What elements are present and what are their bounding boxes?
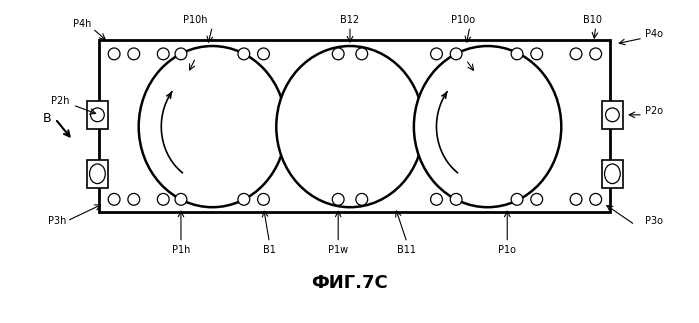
Text: P3o: P3o xyxy=(645,216,663,226)
Circle shape xyxy=(238,193,250,205)
Circle shape xyxy=(431,48,442,60)
Circle shape xyxy=(356,48,368,60)
Circle shape xyxy=(531,48,542,60)
Circle shape xyxy=(605,108,619,122)
Bar xyxy=(87,160,108,188)
Text: P1o: P1o xyxy=(498,245,517,255)
Circle shape xyxy=(570,193,582,205)
Circle shape xyxy=(356,193,368,205)
Text: P1h: P1h xyxy=(172,245,190,255)
Ellipse shape xyxy=(138,46,286,207)
Circle shape xyxy=(108,193,120,205)
Text: P2o: P2o xyxy=(645,106,663,116)
Text: B1: B1 xyxy=(263,245,276,255)
Text: P2h: P2h xyxy=(51,96,69,106)
Text: P1w: P1w xyxy=(328,245,348,255)
Ellipse shape xyxy=(89,164,106,183)
Text: P3h: P3h xyxy=(48,216,66,226)
Ellipse shape xyxy=(605,164,620,183)
Circle shape xyxy=(175,193,187,205)
Circle shape xyxy=(128,193,140,205)
Bar xyxy=(602,160,624,188)
Circle shape xyxy=(511,193,523,205)
Circle shape xyxy=(590,193,602,205)
Text: P10o: P10o xyxy=(451,16,475,26)
Text: B12: B12 xyxy=(340,16,359,26)
Text: P10h: P10h xyxy=(183,16,208,26)
Circle shape xyxy=(590,48,602,60)
Circle shape xyxy=(238,48,250,60)
Text: B11: B11 xyxy=(398,245,417,255)
Text: B: B xyxy=(43,112,52,125)
Text: B10: B10 xyxy=(583,16,603,26)
Circle shape xyxy=(332,48,344,60)
Ellipse shape xyxy=(276,46,424,207)
Circle shape xyxy=(258,48,269,60)
Text: ФИГ.7С: ФИГ.7С xyxy=(312,274,389,292)
Bar xyxy=(87,101,108,129)
Bar xyxy=(99,40,610,212)
Circle shape xyxy=(128,48,140,60)
Circle shape xyxy=(332,193,344,205)
Circle shape xyxy=(91,108,104,122)
Text: P4h: P4h xyxy=(73,19,92,29)
Bar xyxy=(602,101,624,129)
Circle shape xyxy=(531,193,542,205)
Circle shape xyxy=(450,48,462,60)
Circle shape xyxy=(431,193,442,205)
Circle shape xyxy=(450,193,462,205)
Circle shape xyxy=(511,48,523,60)
Circle shape xyxy=(175,48,187,60)
Circle shape xyxy=(108,48,120,60)
Ellipse shape xyxy=(414,46,561,207)
Circle shape xyxy=(570,48,582,60)
Circle shape xyxy=(258,193,269,205)
Circle shape xyxy=(157,48,169,60)
Circle shape xyxy=(157,193,169,205)
Text: P4o: P4o xyxy=(645,29,663,39)
